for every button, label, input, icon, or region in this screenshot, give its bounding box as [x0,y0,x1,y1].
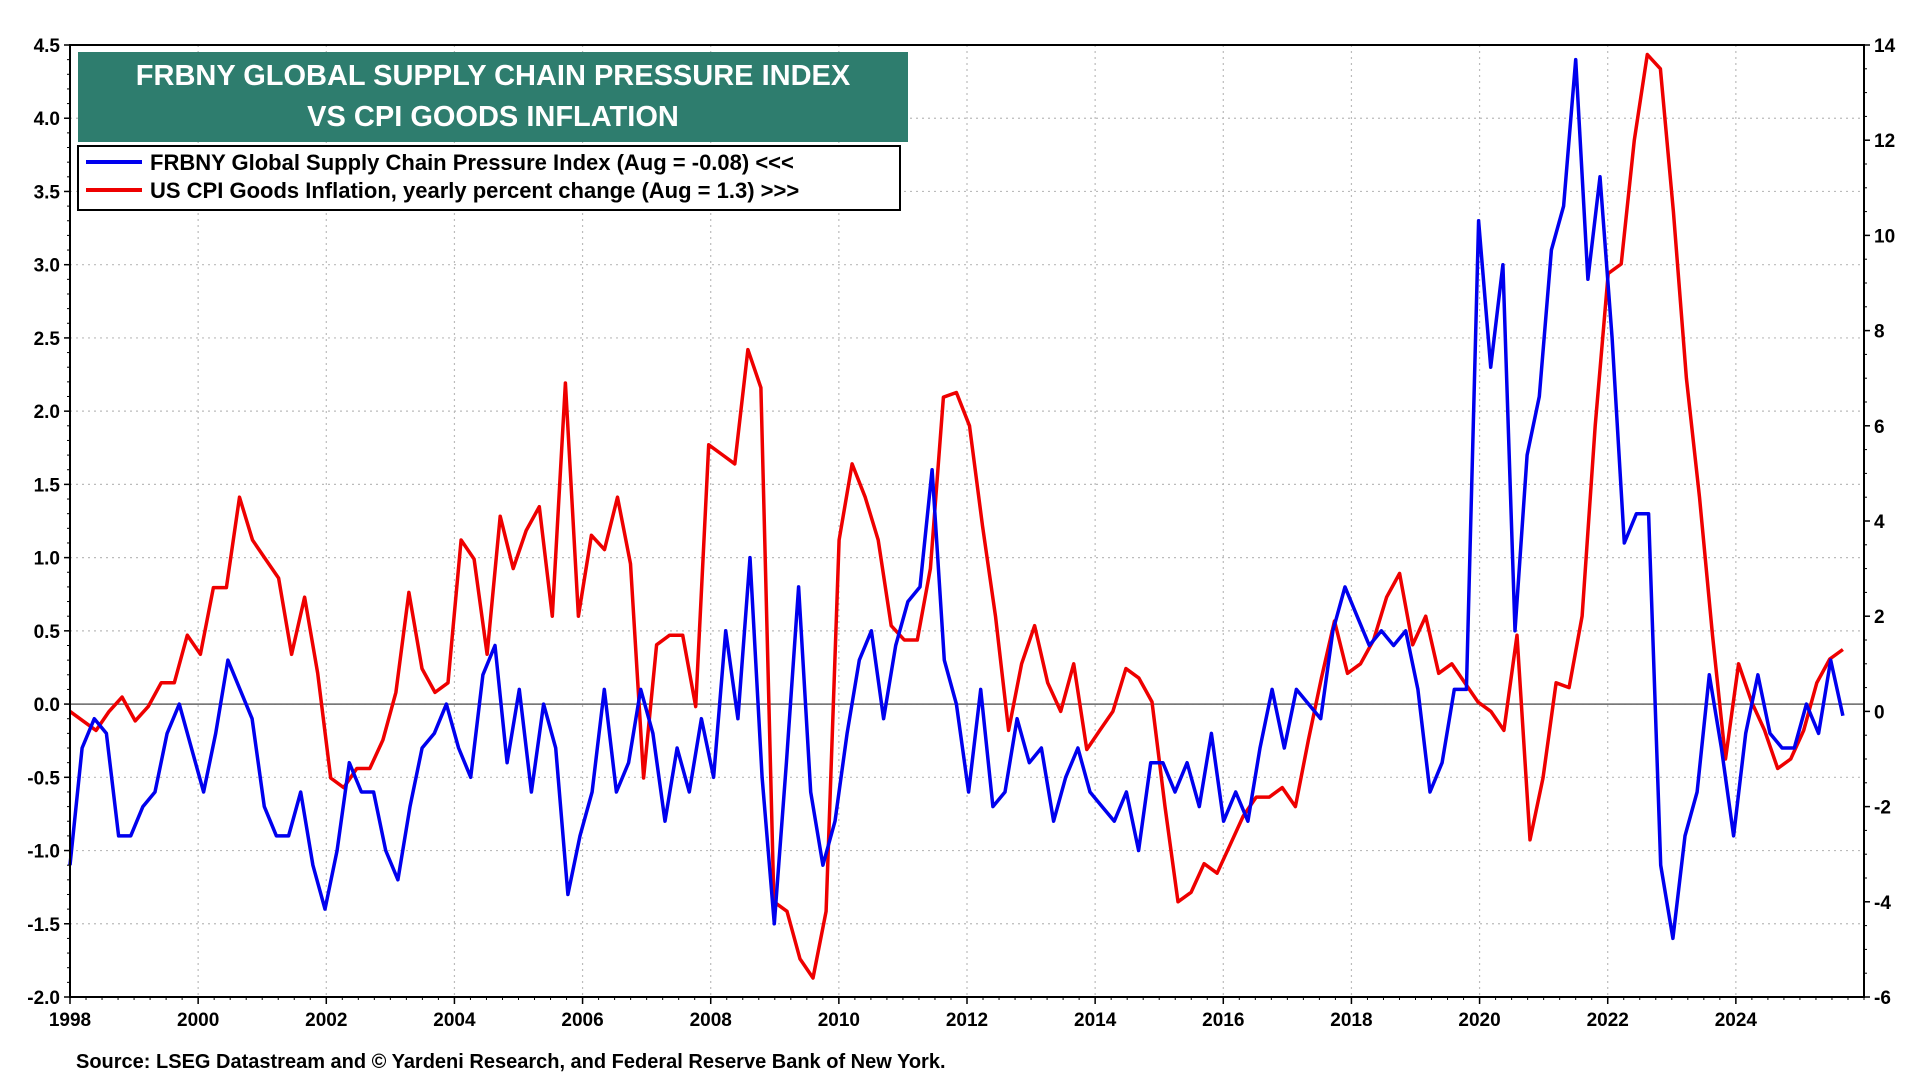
x-tick-label: 2012 [946,1010,988,1031]
source-note: Source: LSEG Datastream and © Yardeni Re… [76,1051,946,1073]
chart-title-line-1: FRBNY GLOBAL SUPPLY CHAIN PRESSURE INDEX [136,60,851,92]
right-tick-label: 14 [1874,36,1896,57]
x-tick-label: 2024 [1715,1010,1758,1031]
legend-label-cpi-goods: US CPI Goods Inflation, yearly percent c… [150,178,799,203]
cpi-goods-series-line [68,52,1844,980]
left-tick-label: -1.0 [27,842,60,863]
right-tick-label: 10 [1874,226,1895,247]
left-tick-label: 3.0 [34,256,60,277]
right-tick-label: -6 [1874,988,1891,1009]
left-tick-label: 2.5 [34,329,61,350]
right-tick-label: 12 [1874,131,1895,152]
left-tick-label: -0.5 [27,768,60,789]
x-tick-label: 2014 [1074,1010,1117,1031]
x-tick-label: 2010 [818,1010,860,1031]
x-tick-label: 2020 [1458,1010,1500,1031]
left-tick-label: 3.5 [34,182,61,203]
right-tick-label: -4 [1874,893,1891,914]
legend-box [77,145,901,211]
x-tick-label: 2018 [1330,1010,1372,1031]
right-axis: 14 12 10 8 6 4 2 0 -2 -4 -6 [1864,36,1896,1009]
left-tick-label: 4.0 [34,109,60,130]
x-tick-label: 2000 [177,1010,219,1031]
right-tick-label: 0 [1874,702,1885,723]
left-tick-label: 1.5 [34,475,61,496]
left-tick-label: 2.0 [34,402,60,423]
left-axis: 4.5 4.0 3.5 3.0 2.5 2.0 1.5 1.0 0.5 0.0 -0.5 -1.0 -1… [27,36,70,1009]
x-tick-label: 2006 [561,1010,603,1031]
left-tick-label: 1.0 [34,549,60,570]
left-tick-label: 4.5 [34,36,61,57]
chart-title-line-2: VS CPI GOODS INFLATION [307,101,679,133]
x-tick-label: 2016 [1202,1010,1244,1031]
x-tick-label: 2004 [433,1010,476,1031]
left-tick-label: 0.0 [34,695,60,716]
x-tick-label: 2002 [305,1010,347,1031]
right-tick-label: 2 [1874,607,1885,628]
legend-label-gscpi: FRBNY Global Supply Chain Pressure Index… [150,150,794,175]
x-tick-label: 2008 [690,1010,732,1031]
left-tick-label: 0.5 [34,622,61,643]
gridlines [70,45,1864,997]
gscpi-series-line [68,57,1845,941]
right-tick-label: 4 [1874,512,1885,533]
x-axis: 1998 2000 2002 2004 2006 2008 2010 2012 2014 2016… [49,997,1865,1031]
right-tick-label: 6 [1874,417,1885,438]
right-tick-label: 8 [1874,322,1885,343]
x-tick-label: 1998 [49,1010,91,1031]
right-tick-label: -2 [1874,798,1891,819]
x-tick-label: 2022 [1587,1010,1629,1031]
series-layer [68,52,1845,980]
left-tick-label: -1.5 [27,915,60,936]
title-box [78,52,908,142]
left-tick-label: -2.0 [27,988,60,1009]
